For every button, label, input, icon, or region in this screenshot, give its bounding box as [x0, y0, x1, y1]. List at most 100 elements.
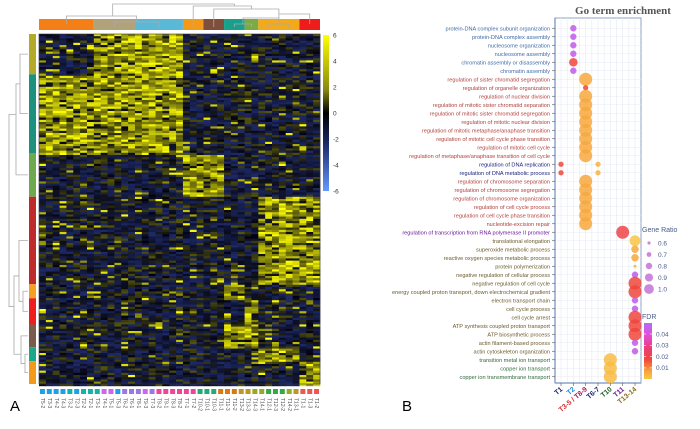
heatmap-cell [224, 53, 232, 57]
heatmap-cell [59, 291, 67, 294]
heatmap-cell [93, 144, 101, 147]
heatmap-cell [59, 60, 67, 63]
heatmap-cell [182, 146, 191, 149]
heatmap-cell [306, 190, 314, 193]
heatmap-cell [237, 113, 245, 116]
heatmap-cell [265, 188, 273, 191]
heatmap-cell [272, 117, 280, 120]
heatmap-cell [121, 291, 129, 294]
heatmap-cell [39, 247, 47, 250]
heatmap-cell [66, 271, 74, 274]
heatmap-cell [45, 139, 53, 142]
heatmap-cell [251, 75, 259, 79]
heatmap-cell [272, 53, 280, 57]
heatmap-cell [278, 284, 287, 288]
heatmap-cell [73, 141, 81, 145]
heatmap-cell [128, 168, 136, 171]
heatmap-cell [299, 196, 307, 200]
heatmap-cell [189, 67, 197, 70]
heatmap-cell [107, 254, 115, 257]
heatmap-cell [224, 185, 232, 189]
heatmap-cell [189, 276, 197, 279]
heatmap-cell [169, 133, 177, 136]
heatmap-cell [182, 227, 191, 230]
heatmap-cell [52, 93, 60, 96]
heatmap-cell [52, 89, 60, 92]
heatmap-cell [224, 192, 232, 195]
heatmap-cell [251, 282, 259, 285]
heatmap-cell [93, 97, 101, 101]
heatmap-cell [203, 34, 211, 37]
heatmap-cell [141, 287, 149, 290]
heatmap-cell [141, 210, 149, 213]
heatmap-cell [148, 124, 156, 127]
heatmap-cell [107, 42, 115, 46]
heatmap-cell [141, 122, 149, 125]
heatmap-cell [176, 298, 184, 301]
heatmap-cell [121, 45, 129, 48]
heatmap-cell [148, 97, 156, 101]
heatmap-cell [196, 168, 204, 171]
heatmap-cell [313, 67, 321, 70]
heatmap-cell [128, 212, 136, 215]
heatmap-cell [182, 205, 191, 208]
heatmap-cell [189, 163, 197, 167]
heatmap-cell [313, 75, 321, 79]
heatmap-cell [66, 150, 74, 153]
heatmap-cell [100, 62, 108, 65]
heatmap-cell [217, 67, 225, 70]
heatmap-cell [224, 201, 232, 204]
heatmap-cell [244, 73, 252, 76]
heatmap-cell [230, 190, 239, 193]
heatmap-cell [66, 60, 74, 63]
heatmap-cell [52, 106, 60, 109]
heatmap-cell [148, 210, 156, 213]
heatmap-cell [148, 86, 156, 90]
heatmap-cell [224, 97, 232, 101]
heatmap-cell [100, 298, 108, 301]
heatmap-cell [134, 256, 143, 259]
heatmap-cell [80, 168, 88, 171]
heatmap-cell [141, 203, 149, 206]
heatmap-cell [100, 71, 108, 74]
heatmap-cell [272, 293, 280, 296]
heatmap-cell [265, 216, 273, 219]
heatmap-cell [121, 174, 129, 178]
heatmap-cell [230, 93, 239, 96]
heatmap-cell [292, 196, 300, 200]
heatmap-cell [59, 117, 67, 120]
heatmap-cell [100, 152, 108, 156]
heatmap-cell [203, 287, 211, 290]
heatmap-cell [313, 93, 321, 96]
heatmap-cell [114, 40, 122, 43]
heatmap-cell [100, 247, 108, 250]
heatmap-cell [210, 62, 218, 65]
heatmap-cell [182, 251, 191, 255]
heatmap-cell [224, 194, 232, 197]
heatmap-cell [107, 135, 115, 138]
heatmap-cell [59, 152, 67, 156]
heatmap-cell [128, 146, 136, 149]
heatmap-cell [148, 95, 156, 98]
heatmap-cell [59, 181, 67, 184]
heatmap-cell [196, 89, 204, 92]
heatmap-cell [52, 71, 60, 74]
heatmap-cell [217, 130, 225, 134]
heatmap-cell [59, 284, 67, 288]
heatmap-cell [52, 80, 60, 83]
heatmap-cell [100, 218, 108, 222]
heatmap-cell [224, 69, 232, 72]
heatmap-cell [141, 291, 149, 294]
heatmap-cell [121, 238, 129, 241]
heatmap-cell [224, 113, 232, 116]
heatmap-cell [121, 80, 129, 83]
heatmap-cell [155, 80, 163, 83]
heatmap-cell [176, 243, 184, 246]
heatmap-cell [155, 126, 163, 129]
heatmap-cell [155, 49, 163, 52]
heatmap-cell [141, 144, 149, 147]
heatmap-cell [141, 256, 149, 259]
heatmap-cell [155, 122, 163, 125]
heatmap-cell [285, 229, 293, 233]
heatmap-cell [86, 247, 95, 250]
